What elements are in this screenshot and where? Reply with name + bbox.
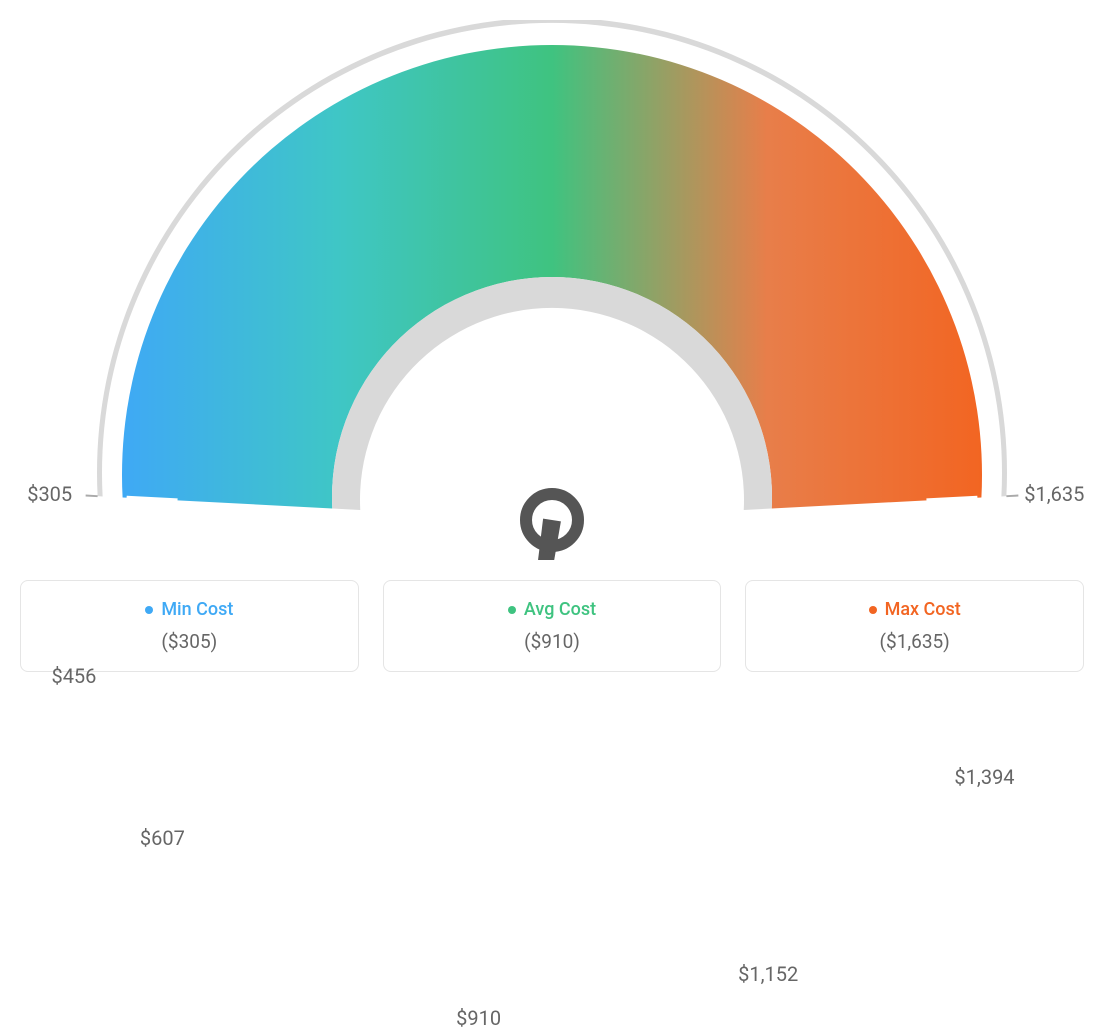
dot-min-icon: [145, 606, 153, 614]
gauge-svg: [20, 20, 1084, 560]
legend-avg-label: Avg Cost: [524, 599, 596, 620]
legend-avg-value: ($910): [396, 630, 709, 653]
legend-card-avg: Avg Cost ($910): [383, 580, 722, 672]
gauge-tick-label: $1,635: [1024, 482, 1084, 506]
gauge-tick-label: $1,152: [738, 962, 798, 986]
gauge-tick-label: $305: [27, 482, 72, 506]
legend-title-max: Max Cost: [758, 599, 1071, 620]
legend-title-avg: Avg Cost: [396, 599, 709, 620]
legend-card-max: Max Cost ($1,635): [745, 580, 1084, 672]
gauge-tick-label: $607: [140, 826, 185, 850]
legend-max-value: ($1,635): [758, 630, 1071, 653]
gauge-tick-label: $1,394: [954, 765, 1014, 789]
legend-min-label: Min Cost: [161, 599, 233, 620]
legend-max-label: Max Cost: [885, 599, 961, 620]
gauge-chart: $305$456$607$910$1,152$1,394$1,635: [20, 20, 1084, 560]
legend-card-min: Min Cost ($305): [20, 580, 359, 672]
legend-row: Min Cost ($305) Avg Cost ($910) Max Cost…: [20, 580, 1084, 672]
gauge-tick-label: $456: [51, 664, 96, 688]
legend-min-value: ($305): [33, 630, 346, 653]
legend-title-min: Min Cost: [33, 599, 346, 620]
dot-avg-icon: [508, 606, 516, 614]
dot-max-icon: [869, 606, 877, 614]
gauge-tick-label: $910: [456, 1006, 501, 1030]
